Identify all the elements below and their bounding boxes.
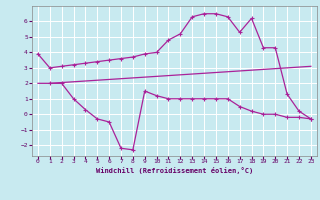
X-axis label: Windchill (Refroidissement éolien,°C): Windchill (Refroidissement éolien,°C) [96,167,253,174]
